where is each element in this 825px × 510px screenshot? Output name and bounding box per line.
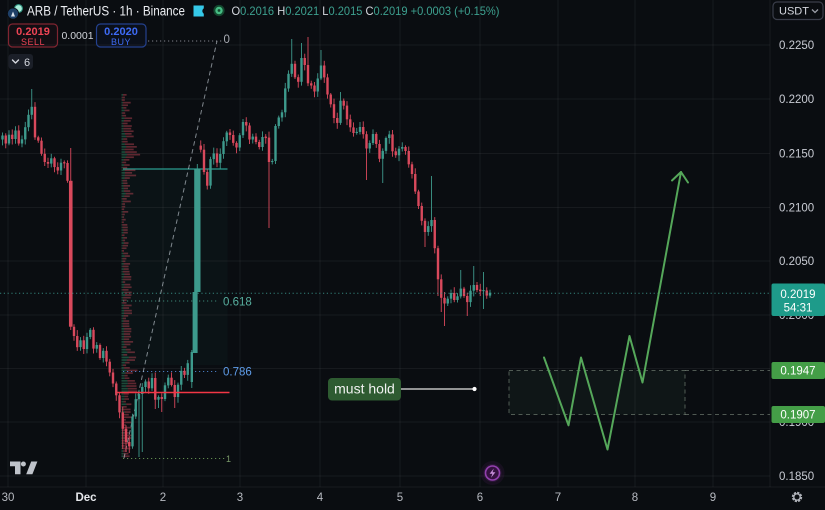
- svg-text:0.618: 0.618: [223, 297, 252, 309]
- svg-text:must hold: must hold: [334, 381, 395, 397]
- svg-text:0.1850: 0.1850: [779, 471, 814, 483]
- svg-text:0.1947: 0.1947: [780, 366, 815, 378]
- svg-text:0.2150: 0.2150: [779, 149, 814, 161]
- svg-text:3: 3: [237, 492, 243, 504]
- svg-text:8: 8: [632, 492, 638, 504]
- svg-text:6: 6: [477, 492, 483, 504]
- svg-text:1: 1: [226, 454, 231, 464]
- svg-text:0.2250: 0.2250: [779, 40, 814, 52]
- svg-text:0.2019: 0.2019: [16, 26, 50, 38]
- svg-text:Dec: Dec: [75, 492, 97, 504]
- svg-text:7: 7: [555, 492, 561, 504]
- svg-text:0.1907: 0.1907: [780, 410, 815, 422]
- svg-text:6: 6: [24, 57, 30, 69]
- svg-text:2: 2: [160, 492, 166, 504]
- svg-text:30: 30: [2, 492, 15, 504]
- svg-text:54:31: 54:31: [784, 303, 813, 315]
- svg-text:0.2020: 0.2020: [104, 26, 138, 38]
- svg-text:5: 5: [397, 492, 403, 504]
- svg-text:SELL: SELL: [21, 37, 45, 47]
- svg-text:0.2100: 0.2100: [779, 203, 814, 215]
- svg-text:USDT: USDT: [779, 6, 809, 18]
- svg-text:0.2019: 0.2019: [780, 289, 815, 301]
- svg-text:0.2050: 0.2050: [779, 256, 814, 268]
- svg-text:0.786: 0.786: [223, 367, 252, 379]
- svg-text:9: 9: [710, 492, 716, 504]
- svg-text:0.0001: 0.0001: [61, 30, 93, 42]
- svg-text:O0.2016 H0.2021 L0.2015 C0.201: O0.2016 H0.2021 L0.2015 C0.2019 +0.0003 …: [232, 4, 500, 18]
- svg-text:BUY: BUY: [111, 37, 131, 47]
- svg-text:0: 0: [224, 34, 230, 46]
- svg-text:ARB / TetherUS · 1h · Binance: ARB / TetherUS · 1h · Binance: [27, 4, 185, 19]
- svg-text:0.2200: 0.2200: [779, 94, 814, 106]
- svg-text:4: 4: [317, 492, 324, 504]
